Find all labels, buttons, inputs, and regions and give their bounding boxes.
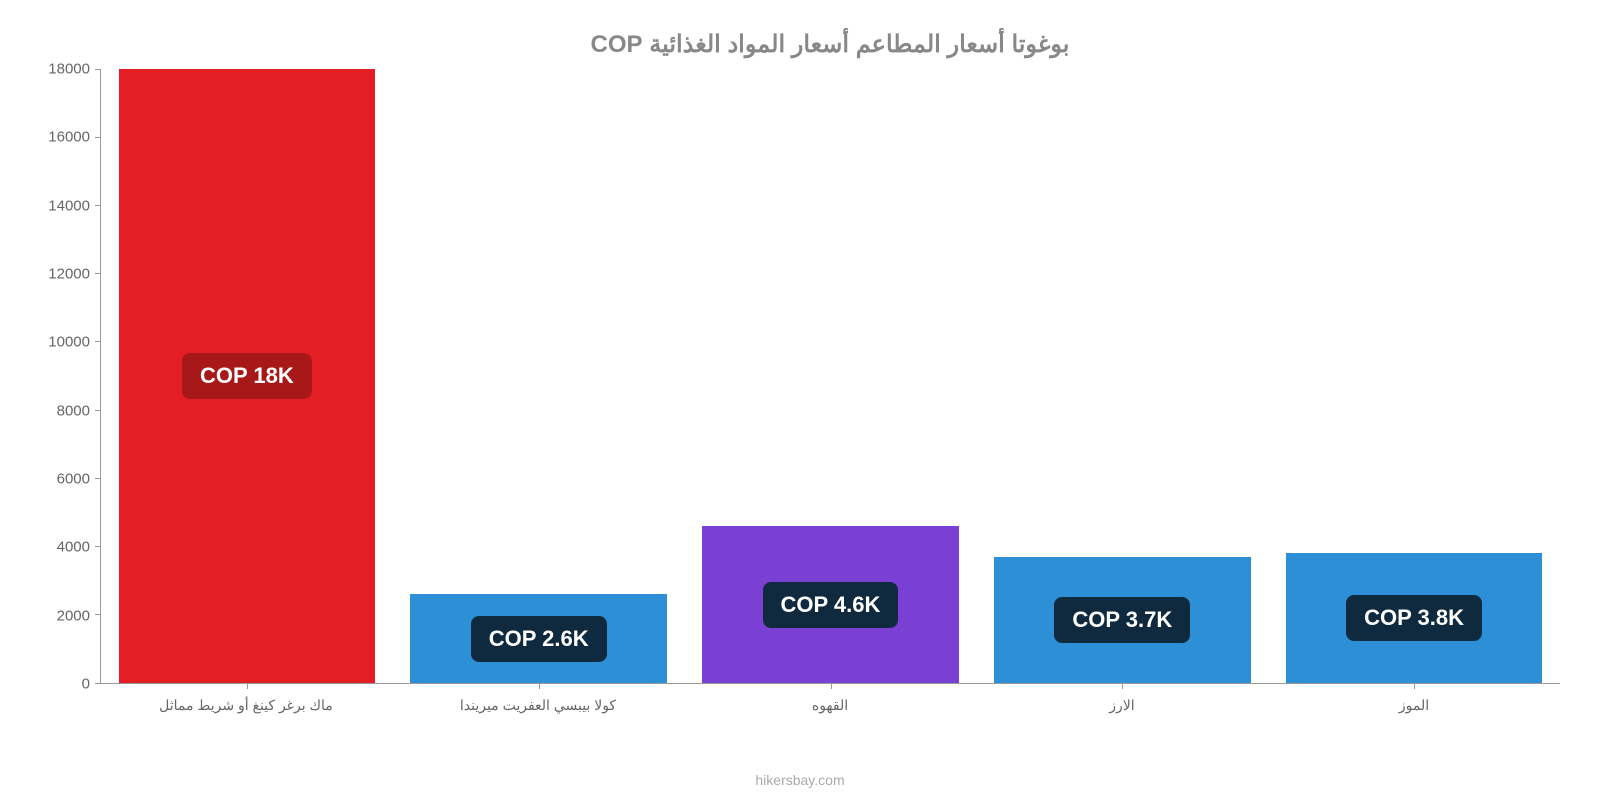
footer-credit: hikersbay.com	[0, 772, 1600, 788]
x-axis-label: الموز	[1268, 689, 1560, 714]
plot-area: 0200040006000800010000120001400016000180…	[100, 69, 1560, 709]
bar-slot: COP 3.8K	[1268, 69, 1560, 683]
x-axis-label: القهوه	[684, 689, 976, 714]
bar-slot: COP 18K	[101, 69, 393, 683]
chart-title: بوغوتا أسعار المطاعم أسعار المواد الغذائ…	[100, 30, 1560, 59]
y-tick-label: 18000	[30, 61, 90, 78]
y-tick-label: 12000	[30, 266, 90, 283]
bar-value-badge: COP 3.8K	[1346, 595, 1482, 641]
x-axis-labels: ماك برغر كينغ أو شريط مماثلكولا بيبسي ال…	[100, 689, 1560, 714]
bar: COP 3.7K	[994, 557, 1251, 683]
bar-slot: COP 4.6K	[685, 69, 977, 683]
bar-value-badge: COP 3.7K	[1054, 597, 1190, 643]
y-tick-label: 16000	[30, 129, 90, 146]
chart-container: بوغوتا أسعار المطاعم أسعار المواد الغذائ…	[0, 0, 1600, 800]
y-tick-label: 14000	[30, 197, 90, 214]
bar-slot: COP 3.7K	[976, 69, 1268, 683]
x-axis-label: كولا بيبسي العفريت ميريندا	[392, 689, 684, 714]
y-tick-label: 8000	[30, 402, 90, 419]
y-tick-label: 10000	[30, 334, 90, 351]
bar: COP 3.8K	[1286, 553, 1543, 683]
y-tick-label: 6000	[30, 471, 90, 488]
bar: COP 2.6K	[410, 594, 667, 683]
y-tick-label: 4000	[30, 539, 90, 556]
y-axis: 0200040006000800010000120001400016000180…	[30, 69, 90, 684]
x-axis-label: ماك برغر كينغ أو شريط مماثل	[100, 689, 392, 714]
bar: COP 18K	[119, 69, 376, 683]
bar-slot: COP 2.6K	[393, 69, 685, 683]
y-tick-label: 0	[30, 676, 90, 693]
bar-value-badge: COP 4.6K	[763, 582, 899, 628]
bar-value-badge: COP 2.6K	[471, 616, 607, 662]
bar-value-badge: COP 18K	[182, 353, 312, 399]
bar: COP 4.6K	[702, 526, 959, 683]
bars-region: COP 18K COP 2.6K COP 4.6K COP 3.7K COP 3.8K	[100, 69, 1560, 684]
y-tick-label: 2000	[30, 607, 90, 624]
x-axis-label: الارز	[976, 689, 1268, 714]
